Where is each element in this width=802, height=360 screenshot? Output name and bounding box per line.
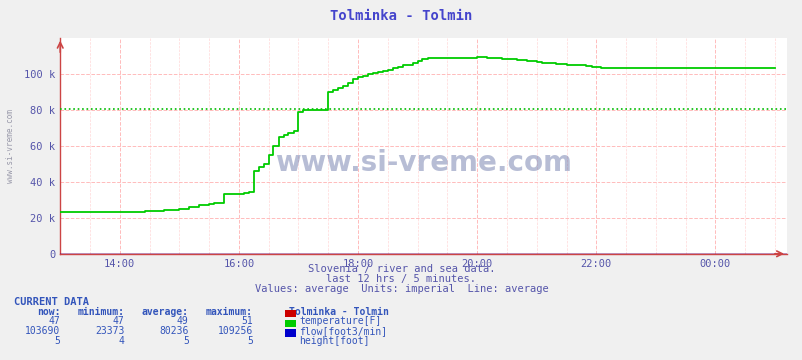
Text: average:: average:	[141, 307, 188, 317]
Text: 23373: 23373	[95, 326, 124, 336]
Text: now:: now:	[37, 307, 60, 317]
Text: 4: 4	[119, 336, 124, 346]
Text: 49: 49	[176, 316, 188, 326]
Text: 103690: 103690	[25, 326, 60, 336]
Text: 80236: 80236	[159, 326, 188, 336]
Text: 51: 51	[241, 316, 253, 326]
Text: 5: 5	[55, 336, 60, 346]
Text: 5: 5	[183, 336, 188, 346]
Text: www.si-vreme.com: www.si-vreme.com	[6, 109, 15, 183]
Text: Slovenia / river and sea data.: Slovenia / river and sea data.	[307, 264, 495, 274]
Text: CURRENT DATA: CURRENT DATA	[14, 297, 89, 307]
Text: temperature[F]: temperature[F]	[299, 316, 381, 326]
Text: Tolminka - Tolmin: Tolminka - Tolmin	[330, 9, 472, 23]
Text: minimum:: minimum:	[77, 307, 124, 317]
Text: www.si-vreme.com: www.si-vreme.com	[275, 149, 571, 177]
Text: 47: 47	[48, 316, 60, 326]
Text: maximum:: maximum:	[205, 307, 253, 317]
Text: 47: 47	[112, 316, 124, 326]
Text: last 12 hrs / 5 minutes.: last 12 hrs / 5 minutes.	[326, 274, 476, 284]
Text: height[foot]: height[foot]	[299, 336, 370, 346]
Text: 5: 5	[247, 336, 253, 346]
Text: 109256: 109256	[217, 326, 253, 336]
Text: Values: average  Units: imperial  Line: average: Values: average Units: imperial Line: av…	[254, 284, 548, 294]
Text: Tolminka - Tolmin: Tolminka - Tolmin	[289, 307, 388, 317]
Text: flow[foot3/min]: flow[foot3/min]	[299, 326, 387, 336]
